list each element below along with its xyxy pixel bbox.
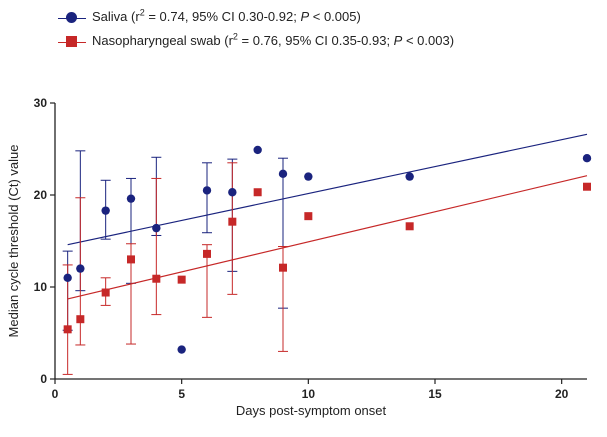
x-tick-label: 10 bbox=[302, 387, 316, 401]
legend-item-nasopharyngeal-swab: Nasopharyngeal swab (r2 = 0.76, 95% CI 0… bbox=[58, 32, 454, 48]
trend-line-nasopharyngeal-swab bbox=[67, 175, 588, 300]
legend-label-nasopharyngeal-swab: Nasopharyngeal swab (r2 = 0.76, 95% CI 0… bbox=[92, 32, 455, 49]
data-point-saliva bbox=[278, 169, 288, 179]
data-point-nasopharyngeal-swab bbox=[177, 275, 186, 284]
legend-marker-saliva bbox=[58, 11, 86, 24]
error-bar-nasopharyngeal-swab bbox=[151, 177, 162, 316]
data-point-saliva bbox=[228, 188, 237, 197]
data-point-nasopharyngeal-swab bbox=[304, 212, 313, 221]
y-tick-label: 20 bbox=[34, 188, 48, 202]
data-point-nasopharyngeal-swab bbox=[63, 325, 72, 334]
data-point-nasopharyngeal-swab bbox=[101, 288, 110, 297]
legend-marker-nasopharyngeal-swab bbox=[58, 35, 86, 48]
data-point-nasopharyngeal-swab bbox=[253, 188, 262, 197]
x-axis-label: Days post-symptom onset bbox=[236, 403, 387, 418]
data-point-nasopharyngeal-swab bbox=[405, 222, 414, 231]
data-point-saliva bbox=[101, 206, 110, 215]
data-point-saliva bbox=[177, 345, 186, 354]
data-point-saliva bbox=[202, 186, 212, 195]
error-bar-nasopharyngeal-swab bbox=[62, 264, 73, 375]
y-axis-label: Median cycle threshold (Ct) value bbox=[6, 145, 21, 338]
error-bar-nasopharyngeal-swab bbox=[278, 246, 288, 352]
y-tick-label: 30 bbox=[34, 96, 48, 110]
data-point-saliva bbox=[253, 145, 262, 155]
data-point-nasopharyngeal-swab bbox=[203, 249, 211, 258]
legend-label-saliva: Saliva (r2 = 0.74, 95% CI 0.30-0.92; P <… bbox=[92, 8, 361, 25]
y-tick-label: 0 bbox=[40, 372, 47, 386]
data-point-nasopharyngeal-swab bbox=[279, 263, 287, 272]
data-point-nasopharyngeal-swab bbox=[127, 255, 135, 264]
x-tick-label: 5 bbox=[178, 387, 185, 401]
data-point-saliva bbox=[76, 264, 85, 273]
data-point-saliva bbox=[63, 273, 72, 282]
data-point-saliva bbox=[126, 194, 136, 203]
data-point-nasopharyngeal-swab bbox=[583, 182, 591, 191]
legend-item-saliva: Saliva (r2 = 0.74, 95% CI 0.30-0.92; P <… bbox=[58, 8, 361, 24]
x-tick-label: 20 bbox=[555, 387, 569, 401]
data-point-nasopharyngeal-swab bbox=[76, 315, 85, 324]
data-point-saliva bbox=[304, 172, 313, 181]
x-tick-label: 0 bbox=[52, 387, 59, 401]
data-point-saliva bbox=[582, 154, 592, 163]
data-point-nasopharyngeal-swab bbox=[152, 274, 161, 283]
trend-line-saliva bbox=[67, 133, 588, 246]
y-tick-label: 10 bbox=[34, 280, 48, 294]
error-bar-nasopharyngeal-swab bbox=[227, 162, 238, 295]
data-point-saliva bbox=[152, 223, 161, 233]
x-tick-label: 15 bbox=[428, 387, 442, 401]
error-bar-saliva bbox=[202, 162, 212, 234]
data-point-nasopharyngeal-swab bbox=[228, 217, 237, 226]
data-point-saliva bbox=[405, 172, 414, 181]
